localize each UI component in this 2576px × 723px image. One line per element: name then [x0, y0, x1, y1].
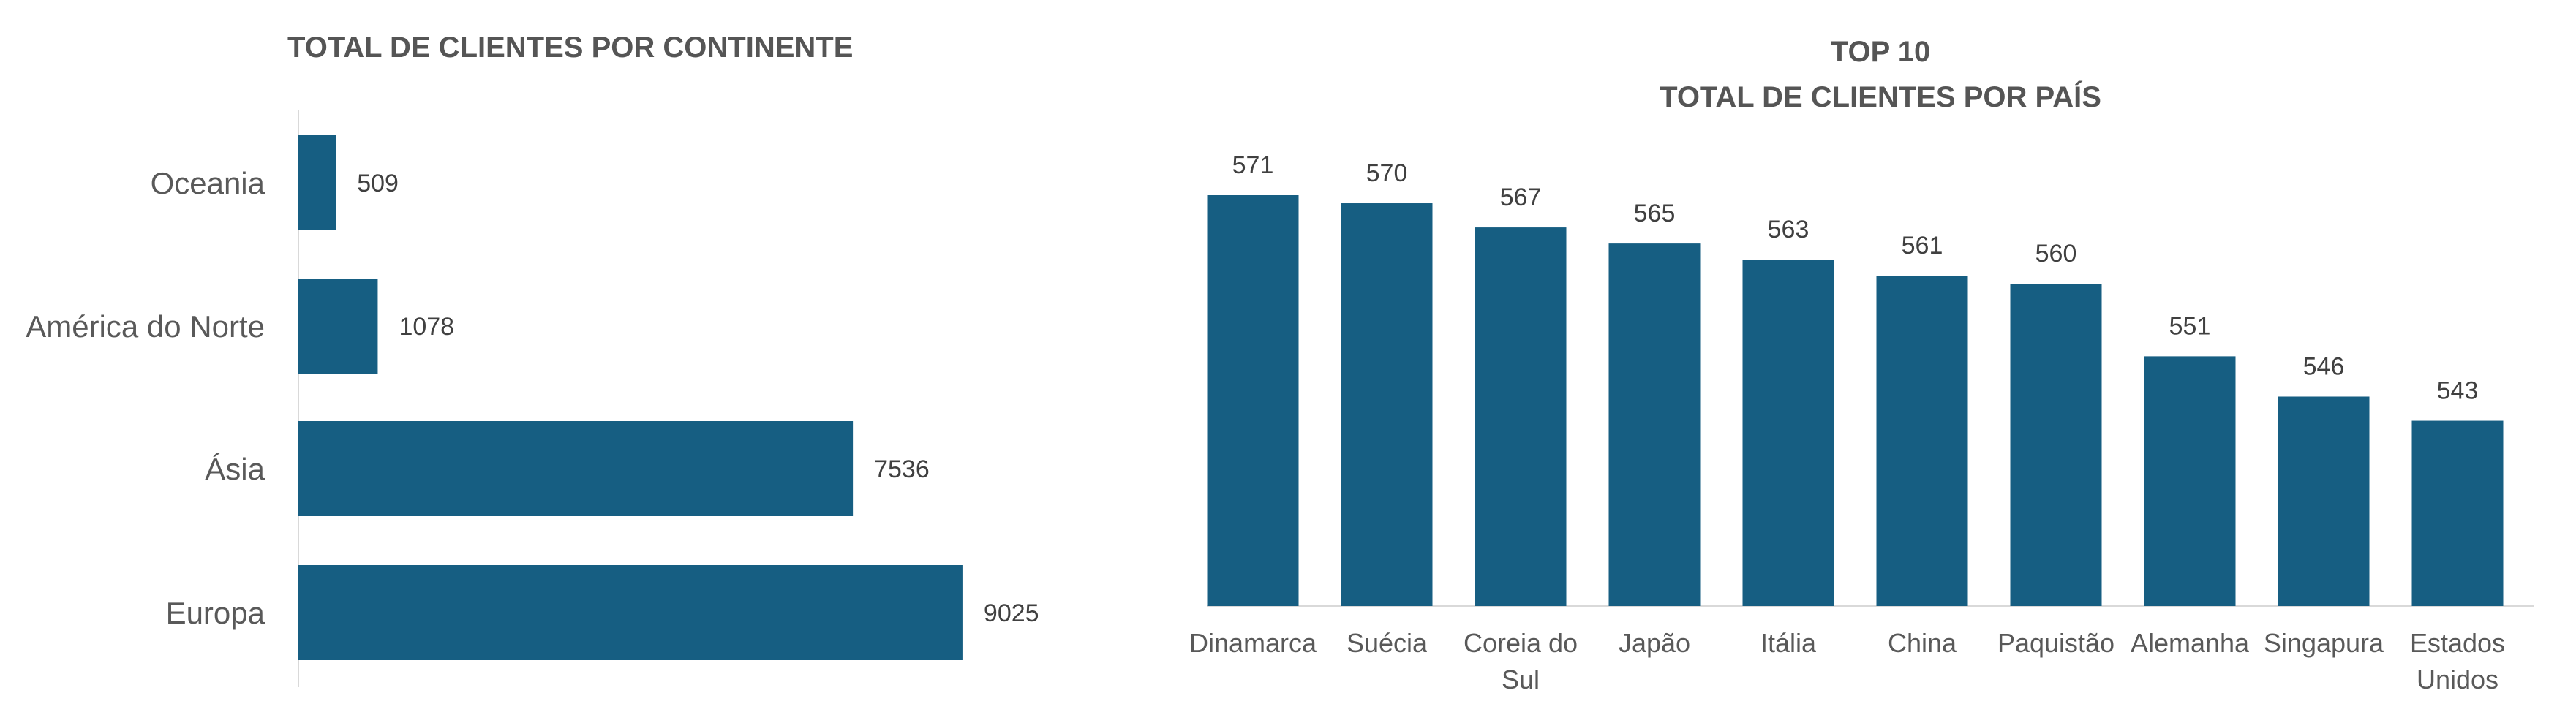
continent-bars: Oceania 509 América do Norte 1078 Ásia 7536 Eu… [26, 135, 1039, 660]
bar-oceania [298, 135, 336, 230]
bar-alemanha [2144, 356, 2236, 606]
category-label-china: China [1888, 628, 1957, 658]
bar-paquistao [2011, 284, 2102, 606]
category-label-dinamarca: Dinamarca [1189, 628, 1317, 658]
value-label-europa: 9025 [984, 599, 1039, 627]
category-label-europa: Europa [166, 596, 265, 630]
continent-chart: TOTAL DE CLIENTES POR CONTINENTE Oceania… [26, 31, 1039, 687]
value-label-america-do-norte: 1078 [399, 313, 454, 341]
bar-coreia-do-sul [1475, 227, 1567, 606]
value-label-suecia: 570 [1366, 159, 1408, 187]
category-label-estados-unidos-line2: Unidos [2417, 665, 2498, 694]
category-label-coreia-do-sul-line2: Sul [1502, 665, 1540, 694]
category-label-paquistao: Paquistão [1997, 628, 2114, 658]
category-label-coreia-do-sul-line1: Coreia do [1464, 628, 1578, 658]
category-label-asia: Ásia [205, 452, 265, 486]
value-label-japao: 565 [1634, 200, 1676, 227]
value-label-china: 561 [1902, 232, 1943, 260]
category-label-estados-unidos-line1: Estados [2410, 628, 2505, 658]
bar-asia [298, 421, 853, 516]
bar-singapura [2278, 396, 2370, 606]
country-chart-title-line2: TOTAL DE CLIENTES POR PAÍS [1660, 80, 2101, 113]
country-bars: 571 Dinamarca 570 Suécia 567 Coreia do Sul 565 J… [1189, 151, 2505, 694]
bar-america-do-norte [298, 279, 377, 374]
category-label-america-do-norte: América do Norte [26, 309, 265, 344]
bar-dinamarca [1208, 195, 1299, 606]
category-label-japao: Japão [1619, 628, 1690, 658]
value-label-alemanha: 551 [2169, 312, 2211, 340]
bar-estados-unidos [2412, 421, 2504, 606]
category-label-alemanha: Alemanha [2131, 628, 2250, 658]
value-label-paquistao: 560 [2035, 240, 2077, 268]
category-label-suecia: Suécia [1347, 628, 1428, 658]
category-label-oceania: Oceania [151, 166, 265, 200]
value-label-estados-unidos: 543 [2437, 377, 2479, 405]
country-chart-title-line1: TOP 10 [1831, 36, 1930, 68]
value-label-asia: 7536 [874, 455, 930, 483]
bar-japao [1609, 243, 1701, 606]
category-label-singapura: Singapura [2264, 628, 2384, 658]
value-label-oceania: 509 [357, 170, 399, 197]
country-chart: TOP 10 TOTAL DE CLIENTES POR PAÍS 571 Din… [1189, 36, 2534, 694]
value-label-dinamarca: 571 [1232, 151, 1274, 179]
bar-italia [1743, 260, 1834, 606]
bar-europa [298, 565, 963, 660]
value-label-italia: 563 [1768, 216, 1809, 243]
value-label-coreia-do-sul: 567 [1500, 183, 1542, 211]
continent-chart-title: TOTAL DE CLIENTES POR CONTINENTE [287, 31, 853, 64]
bar-china [1877, 276, 1968, 606]
bar-suecia [1341, 203, 1433, 606]
value-label-singapura: 546 [2303, 352, 2345, 380]
category-label-italia: Itália [1760, 628, 1817, 658]
